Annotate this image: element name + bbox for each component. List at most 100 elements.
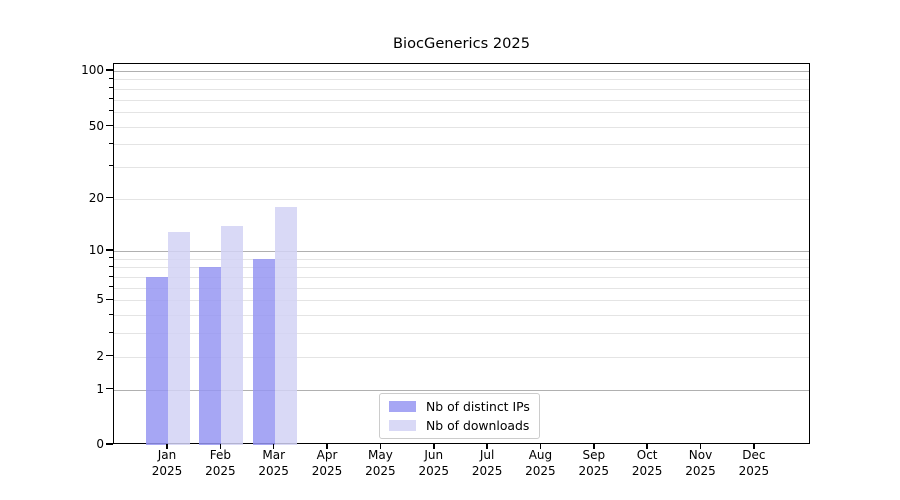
legend-swatch-distinct-ips <box>389 401 416 412</box>
gridline-minor <box>114 300 809 302</box>
gridline-minor <box>114 267 809 269</box>
x-tick-mark <box>486 444 488 449</box>
x-label-month: Oct <box>636 448 658 462</box>
gridline-minor <box>114 88 809 90</box>
gridline-minor <box>114 126 809 128</box>
gridline-minor <box>114 99 809 101</box>
y-minor-tick-mark <box>109 286 113 288</box>
legend-swatch-downloads <box>389 420 416 431</box>
x-label-month: Aug <box>528 448 553 462</box>
x-label-year: 2025 <box>738 463 770 478</box>
x-tick-mark <box>166 444 168 449</box>
bar-downloads-feb <box>221 225 244 445</box>
y-tick-mark <box>106 387 113 390</box>
legend-label-distinct-ips: Nb of distinct IPs <box>426 399 530 414</box>
x-label-month: Jan <box>157 448 177 462</box>
x-label-month: Jul <box>479 448 495 462</box>
gridline-minor <box>114 198 809 200</box>
x-tick-label: Feb 2025 <box>192 448 248 479</box>
plot-area: Nb of distinct IPs Nb of downloads <box>113 63 810 445</box>
y-tick-label: 1 <box>96 381 104 396</box>
gridline-minor <box>114 166 809 168</box>
x-label-year: 2025 <box>578 463 610 478</box>
x-tick-label: Mar 2025 <box>246 448 302 479</box>
y-tick-label: 20 <box>88 190 104 205</box>
x-label-month: Feb <box>209 448 231 462</box>
x-tick-label: May 2025 <box>352 448 408 479</box>
x-tick-label: Jun 2025 <box>406 448 462 479</box>
legend-label-downloads: Nb of downloads <box>426 418 530 433</box>
x-tick-mark <box>433 444 435 449</box>
gridline-major <box>114 71 809 73</box>
gridline-minor <box>114 315 809 317</box>
y-minor-tick-mark <box>109 313 113 315</box>
bar-downloads-mar <box>274 206 297 445</box>
y-tick-label: 50 <box>88 118 104 133</box>
x-tick-mark <box>699 444 702 449</box>
gridline-minor <box>114 333 809 335</box>
x-tick-mark <box>539 444 542 449</box>
chart-title: BiocGenerics 2025 <box>393 35 530 52</box>
x-tick-label: Apr 2025 <box>299 448 355 479</box>
x-label-year: 2025 <box>151 463 183 478</box>
x-tick-label: Sep 2025 <box>566 448 622 479</box>
x-label-year: 2025 <box>525 463 556 478</box>
x-tick-label: Jul 2025 <box>459 448 515 479</box>
legend-item-downloads: Nb of downloads <box>389 418 530 433</box>
x-label-year: 2025 <box>471 463 503 478</box>
x-label-year: 2025 <box>631 463 663 478</box>
x-label-year: 2025 <box>365 463 396 478</box>
gridline-minor <box>114 277 809 279</box>
x-tick-label: Dec 2025 <box>726 448 782 479</box>
bar-distinct-ips-feb <box>199 267 222 445</box>
gridline-minor <box>114 287 809 289</box>
legend: Nb of distinct IPs Nb of downloads <box>379 393 540 439</box>
x-tick-mark <box>272 444 275 449</box>
x-label-month: Nov <box>688 448 713 462</box>
y-minor-tick-mark <box>109 77 113 79</box>
x-tick-mark <box>326 444 328 449</box>
x-tick-mark <box>593 444 595 449</box>
y-tick-label: 10 <box>88 243 104 258</box>
y-tick-label: 5 <box>96 292 104 307</box>
x-label-year: 2025 <box>311 463 343 478</box>
y-tick-mark <box>106 354 113 357</box>
y-tick-mark <box>106 69 113 71</box>
y-minor-tick-mark <box>109 110 113 112</box>
y-minor-tick-mark <box>109 257 113 259</box>
y-tick-mark <box>106 298 113 301</box>
x-tick-label: Aug 2025 <box>512 448 568 479</box>
y-minor-tick-mark <box>109 331 113 333</box>
bar-distinct-ips-jan <box>146 277 168 445</box>
x-tick-mark <box>379 444 382 449</box>
y-tick-label: 100 <box>81 63 104 78</box>
y-minor-tick-mark <box>109 265 113 267</box>
y-tick-mark <box>106 249 113 251</box>
x-label-month: Dec <box>742 448 766 462</box>
x-label-month: Sep <box>582 448 606 462</box>
y-tick-mark <box>106 443 113 445</box>
x-tick-label: Oct 2025 <box>619 448 675 479</box>
gridline-minor <box>114 79 809 81</box>
x-label-month: Mar <box>262 448 285 462</box>
x-tick-mark <box>753 444 755 449</box>
y-minor-tick-mark <box>109 142 113 144</box>
y-tick-mark <box>106 196 113 199</box>
x-label-year: 2025 <box>685 463 716 478</box>
y-minor-tick-mark <box>109 98 113 100</box>
x-label-year: 2025 <box>205 463 236 478</box>
gridline-major <box>114 389 809 391</box>
gridline-minor <box>114 144 809 146</box>
gridline-minor <box>114 258 809 260</box>
gridline-major <box>114 251 809 253</box>
y-minor-tick-mark <box>109 87 113 89</box>
x-tick-mark <box>646 444 648 449</box>
x-tick-label: Jan 2025 <box>139 448 195 479</box>
y-tick-label: 0 <box>96 437 104 451</box>
bar-downloads-jan <box>168 231 190 445</box>
x-label-year: 2025 <box>418 463 450 478</box>
y-tick-label: 2 <box>96 348 104 363</box>
x-label-month: May <box>367 448 393 462</box>
bar-distinct-ips-mar <box>252 258 275 445</box>
